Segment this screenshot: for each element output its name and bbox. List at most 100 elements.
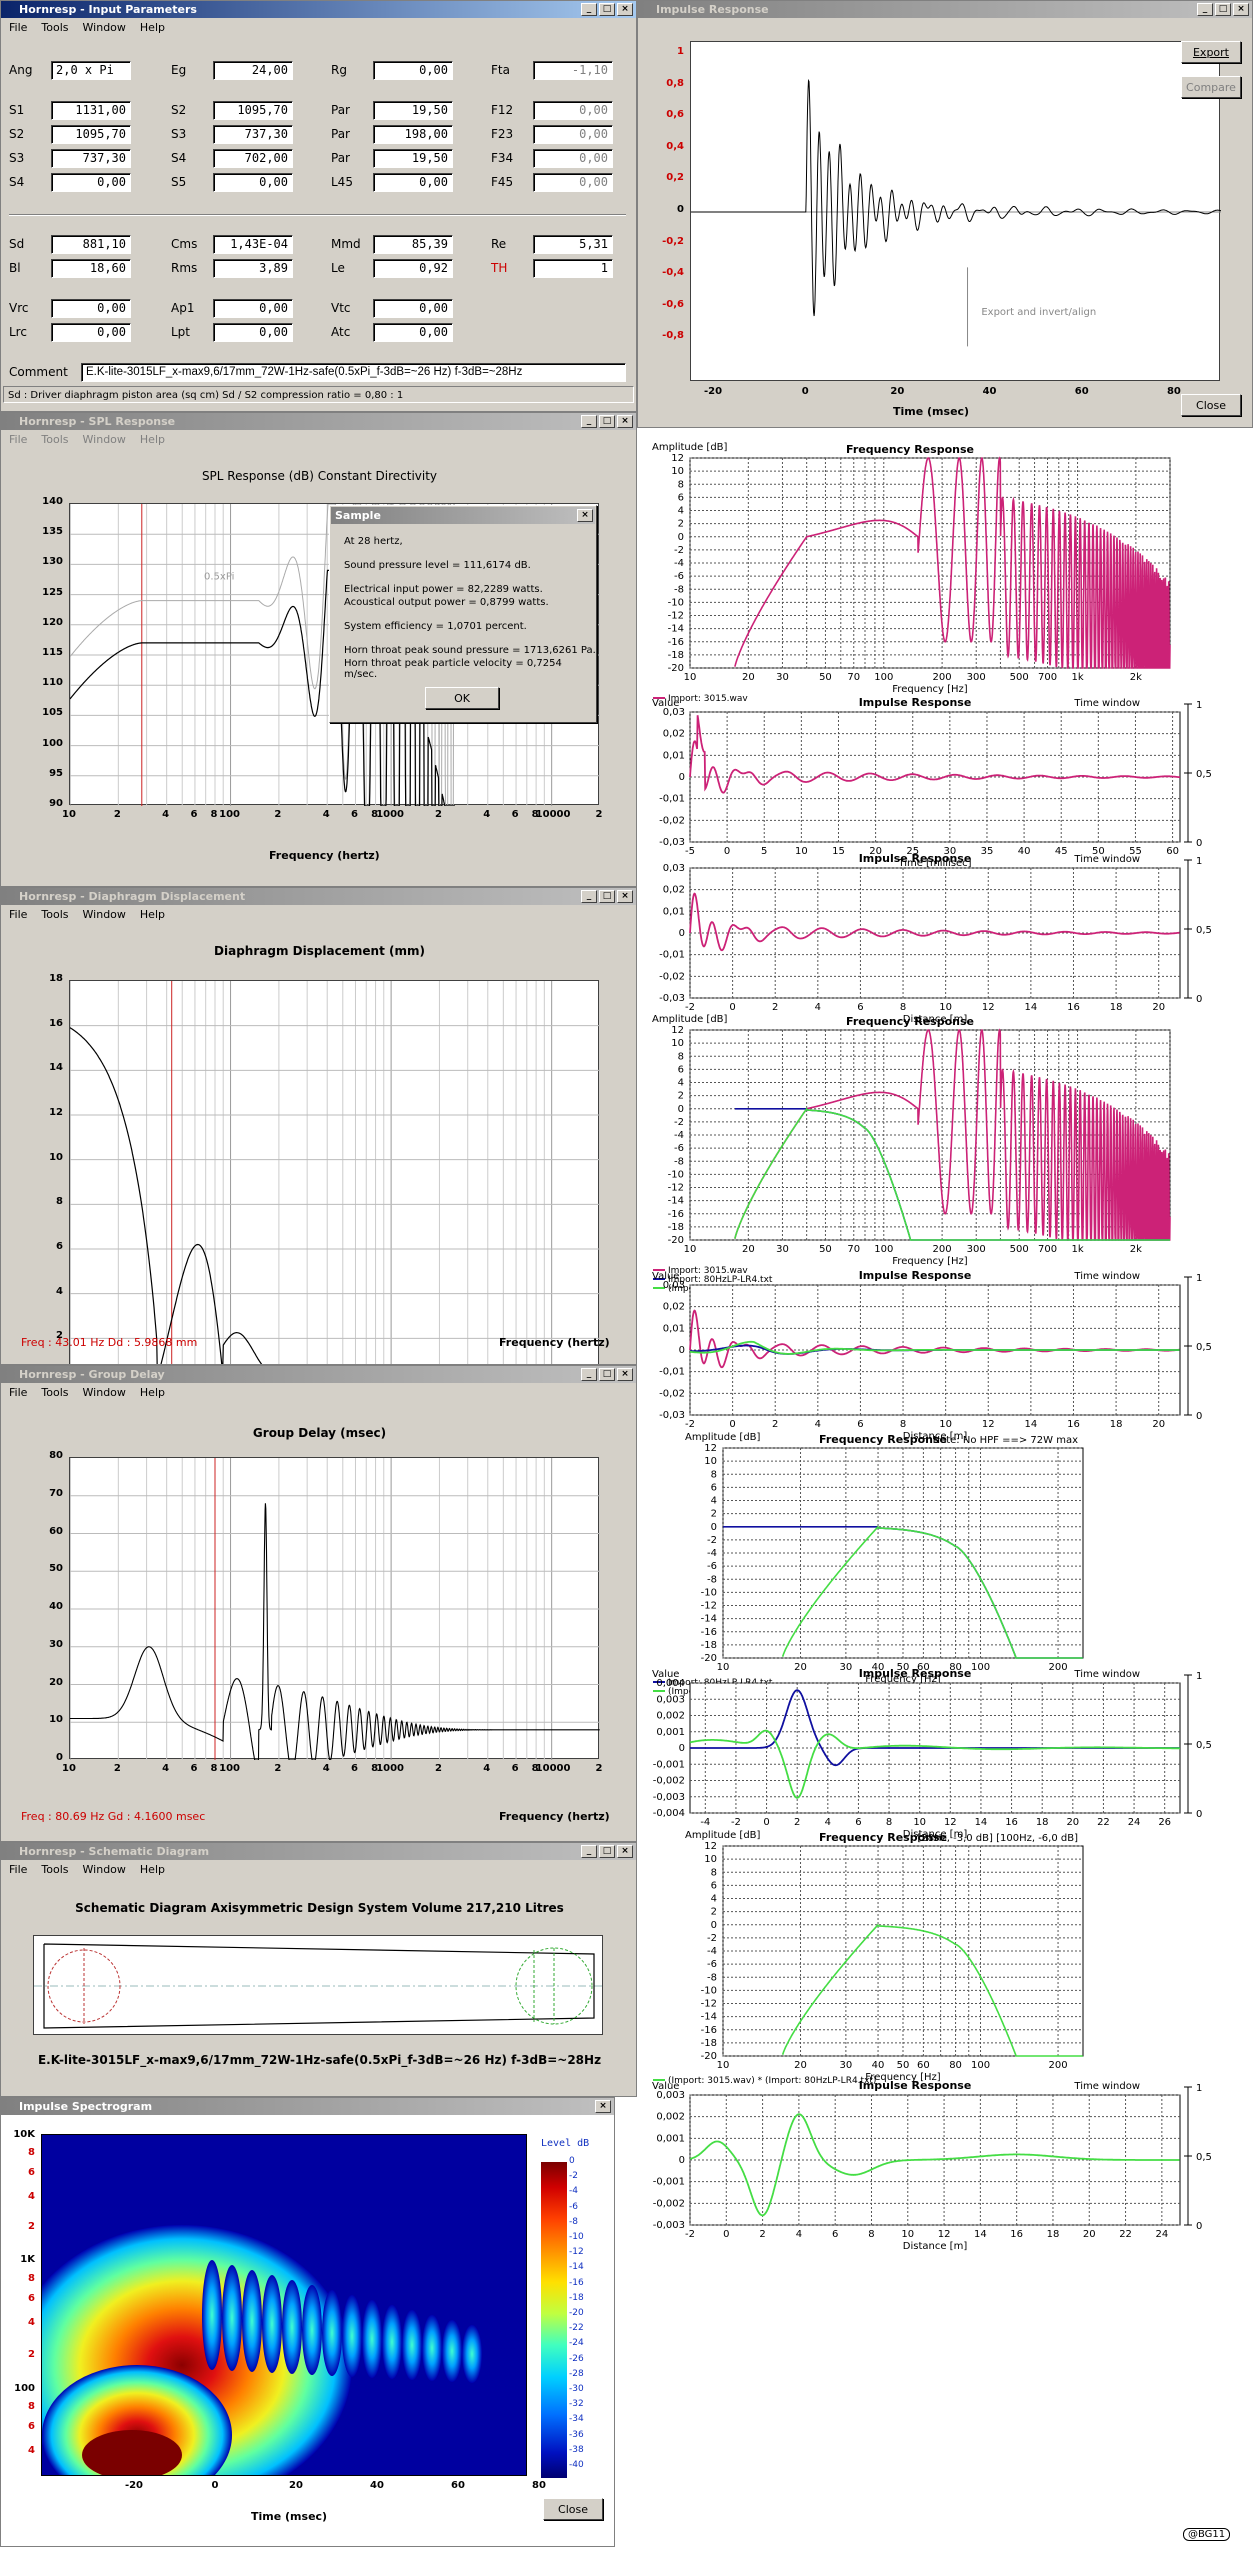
menu-help[interactable]: Help [139,1863,165,1876]
minimize-button[interactable]: _ [581,1368,597,1381]
close-button[interactable]: × [595,2100,611,2113]
close-button[interactable]: × [617,415,633,428]
param-field-f45[interactable]: 0,00 [533,173,613,192]
ok-button[interactable]: OK [425,687,499,709]
menu-window[interactable]: Window [82,1863,126,1876]
compare-button[interactable]: Compare [1181,76,1241,98]
param-field-re[interactable]: 5,31 [533,235,613,254]
param-field-rg[interactable]: 0,00 [373,61,453,80]
menu-help[interactable]: Help [139,21,165,34]
x-tick-label: 25 [906,846,919,857]
displacement-titlebar[interactable]: Hornresp - Diaphragm Displacement _ □ × [1,888,636,905]
menu-file[interactable]: File [9,1386,28,1399]
param-field-s3[interactable]: 737,30 [213,125,293,144]
ir-curve [689,715,1180,794]
param-field-eg[interactable]: 24,00 [213,61,293,80]
menu-tools[interactable]: Tools [41,1863,69,1876]
maximize-button[interactable]: □ [599,1368,615,1381]
menu-file[interactable]: File [9,1863,28,1876]
close-button[interactable]: × [617,3,633,16]
export-button[interactable]: Export [1181,41,1241,63]
menu-file[interactable]: File [9,433,28,446]
x-tick-label: 10 [795,846,808,857]
minimize-button[interactable]: _ [1197,3,1213,16]
param-field-mmd[interactable]: 85,39 [373,235,453,254]
spl-titlebar[interactable]: Hornresp - SPL Response _ □ × [1,413,636,430]
close-button[interactable]: Close [1181,394,1241,416]
param-field-l45[interactable]: 0,00 [373,173,453,192]
param-field-f23[interactable]: 0,00 [533,125,613,144]
menu-window[interactable]: Window [82,908,126,921]
param-field-cms[interactable]: 1,43E-04 [213,235,293,254]
menu-help[interactable]: Help [139,1386,165,1399]
maximize-button[interactable]: □ [1215,3,1231,16]
menu-help[interactable]: Help [139,908,165,921]
y-tick-label: -2 [674,1117,684,1128]
param-field-ang[interactable]: 2,0 x Pi [51,61,131,80]
y-tick-label: 90 [49,798,63,809]
minimize-button[interactable]: _ [581,415,597,428]
menu-window[interactable]: Window [82,21,126,34]
param-field-s3[interactable]: 737,30 [51,149,131,168]
param-field-s2[interactable]: 1095,70 [51,125,131,144]
param-field-rms[interactable]: 3,89 [213,259,293,278]
maximize-button[interactable]: □ [599,415,615,428]
dialog-close-button[interactable]: × [577,509,593,522]
window-title: Impulse Response [656,3,769,16]
param-field-fta[interactable]: -1,10 [533,61,613,80]
spectrogram-close-button[interactable]: Close [543,2498,603,2520]
param-field-f34[interactable]: 0,00 [533,149,613,168]
param-field-f12[interactable]: 0,00 [533,101,613,120]
minimize-button[interactable]: _ [581,890,597,903]
param-field-s4[interactable]: 702,00 [213,149,293,168]
param-field-le[interactable]: 0,92 [373,259,453,278]
group-delay-titlebar[interactable]: Hornresp - Group Delay _ □ × [1,1366,636,1383]
ridge [342,2295,362,2377]
x-tick-label: 8 [371,809,379,820]
param-field-par[interactable]: 198,00 [373,125,453,144]
impulse-response-titlebar[interactable]: Impulse Response _ □ × [638,1,1252,18]
maximize-button[interactable]: □ [599,890,615,903]
comment-field[interactable]: E.K-lite-3015LF_x-max9,6/17mm_72W-1Hz-sa… [81,363,626,382]
menu-tools[interactable]: Tools [41,21,69,34]
param-field-lpt[interactable]: 0,00 [213,323,293,342]
param-field-par[interactable]: 19,50 [373,101,453,120]
close-button[interactable]: × [617,890,633,903]
param-field-s2[interactable]: 1095,70 [213,101,293,120]
y-tick-label: -10 [701,1587,717,1598]
param-field-vrc[interactable]: 0,00 [51,299,131,318]
sample-dialog-titlebar[interactable]: Sample × [331,507,595,524]
close-button[interactable]: × [1233,3,1249,16]
param-field-th[interactable]: 1 [533,259,613,278]
param-field-par[interactable]: 19,50 [373,149,453,168]
param-field-s1[interactable]: 1131,00 [51,101,131,120]
menu-bar: File Tools Window Help [1,431,636,449]
schematic-titlebar[interactable]: Hornresp - Schematic Diagram _ □ × [1,1843,636,1860]
menu-window[interactable]: Window [82,433,126,446]
menu-file[interactable]: File [9,908,28,921]
param-field-vtc[interactable]: 0,00 [373,299,453,318]
x-tick-label: 45 [1055,846,1068,857]
menu-help[interactable]: Help [139,433,165,446]
param-field-sd[interactable]: 881,10 [51,235,131,254]
menu-tools[interactable]: Tools [41,908,69,921]
maximize-button[interactable]: □ [599,1845,615,1858]
param-field-s4[interactable]: 0,00 [51,173,131,192]
param-field-lrc[interactable]: 0,00 [51,323,131,342]
param-field-atc[interactable]: 0,00 [373,323,453,342]
minimize-button[interactable]: _ [581,1845,597,1858]
param-field-ap1[interactable]: 0,00 [213,299,293,318]
param-field-s5[interactable]: 0,00 [213,173,293,192]
y-tick-label: 1K [20,2254,35,2265]
menu-tools[interactable]: Tools [41,1386,69,1399]
close-button[interactable]: × [617,1368,633,1381]
close-button[interactable]: × [617,1845,633,1858]
input-parameters-titlebar[interactable]: Hornresp - Input Parameters _ □ × [1,1,636,18]
menu-window[interactable]: Window [82,1386,126,1399]
menu-tools[interactable]: Tools [41,433,69,446]
spectrogram-titlebar[interactable]: Impulse Spectrogram × [1,2098,614,2115]
minimize-button[interactable]: _ [581,3,597,16]
menu-file[interactable]: File [9,21,28,34]
param-field-bl[interactable]: 18,60 [51,259,131,278]
maximize-button[interactable]: □ [599,3,615,16]
